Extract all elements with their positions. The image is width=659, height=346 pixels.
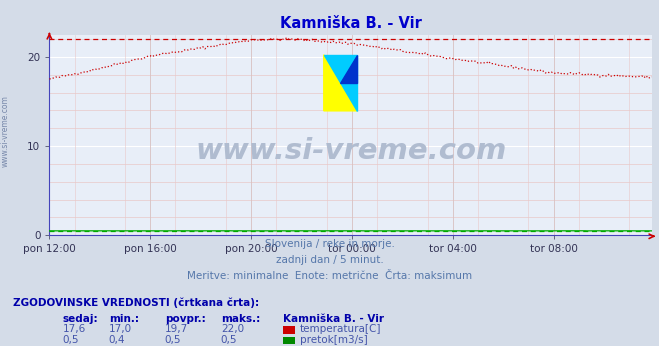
Text: 0,4: 0,4 — [109, 335, 125, 345]
Text: ZGODOVINSKE VREDNOSTI (črtkana črta):: ZGODOVINSKE VREDNOSTI (črtkana črta): — [13, 298, 259, 308]
Text: 22,0: 22,0 — [221, 324, 244, 334]
Polygon shape — [324, 55, 357, 111]
Text: Kamniška B. - Vir: Kamniška B. - Vir — [283, 315, 384, 325]
Text: maks.:: maks.: — [221, 315, 260, 325]
Text: min.:: min.: — [109, 315, 139, 325]
Text: 17,6: 17,6 — [63, 324, 86, 334]
Text: 0,5: 0,5 — [165, 335, 181, 345]
Text: pretok[m3/s]: pretok[m3/s] — [300, 335, 368, 345]
Text: sedaj:: sedaj: — [63, 315, 98, 325]
Text: 19,7: 19,7 — [165, 324, 188, 334]
Text: 17,0: 17,0 — [109, 324, 132, 334]
Text: 0,5: 0,5 — [221, 335, 237, 345]
Text: www.si-vreme.com: www.si-vreme.com — [195, 137, 507, 165]
Text: 0,5: 0,5 — [63, 335, 79, 345]
Text: povpr.:: povpr.: — [165, 315, 206, 325]
Text: Meritve: minimalne  Enote: metrične  Črta: maksimum: Meritve: minimalne Enote: metrične Črta:… — [187, 271, 472, 281]
Text: www.si-vreme.com: www.si-vreme.com — [1, 95, 10, 167]
Title: Kamniška B. - Vir: Kamniška B. - Vir — [280, 16, 422, 31]
Text: Slovenija / reke in morje.: Slovenija / reke in morje. — [264, 239, 395, 249]
Polygon shape — [324, 55, 357, 111]
Polygon shape — [340, 55, 357, 83]
Text: zadnji dan / 5 minut.: zadnji dan / 5 minut. — [275, 255, 384, 265]
Text: temperatura[C]: temperatura[C] — [300, 324, 382, 334]
